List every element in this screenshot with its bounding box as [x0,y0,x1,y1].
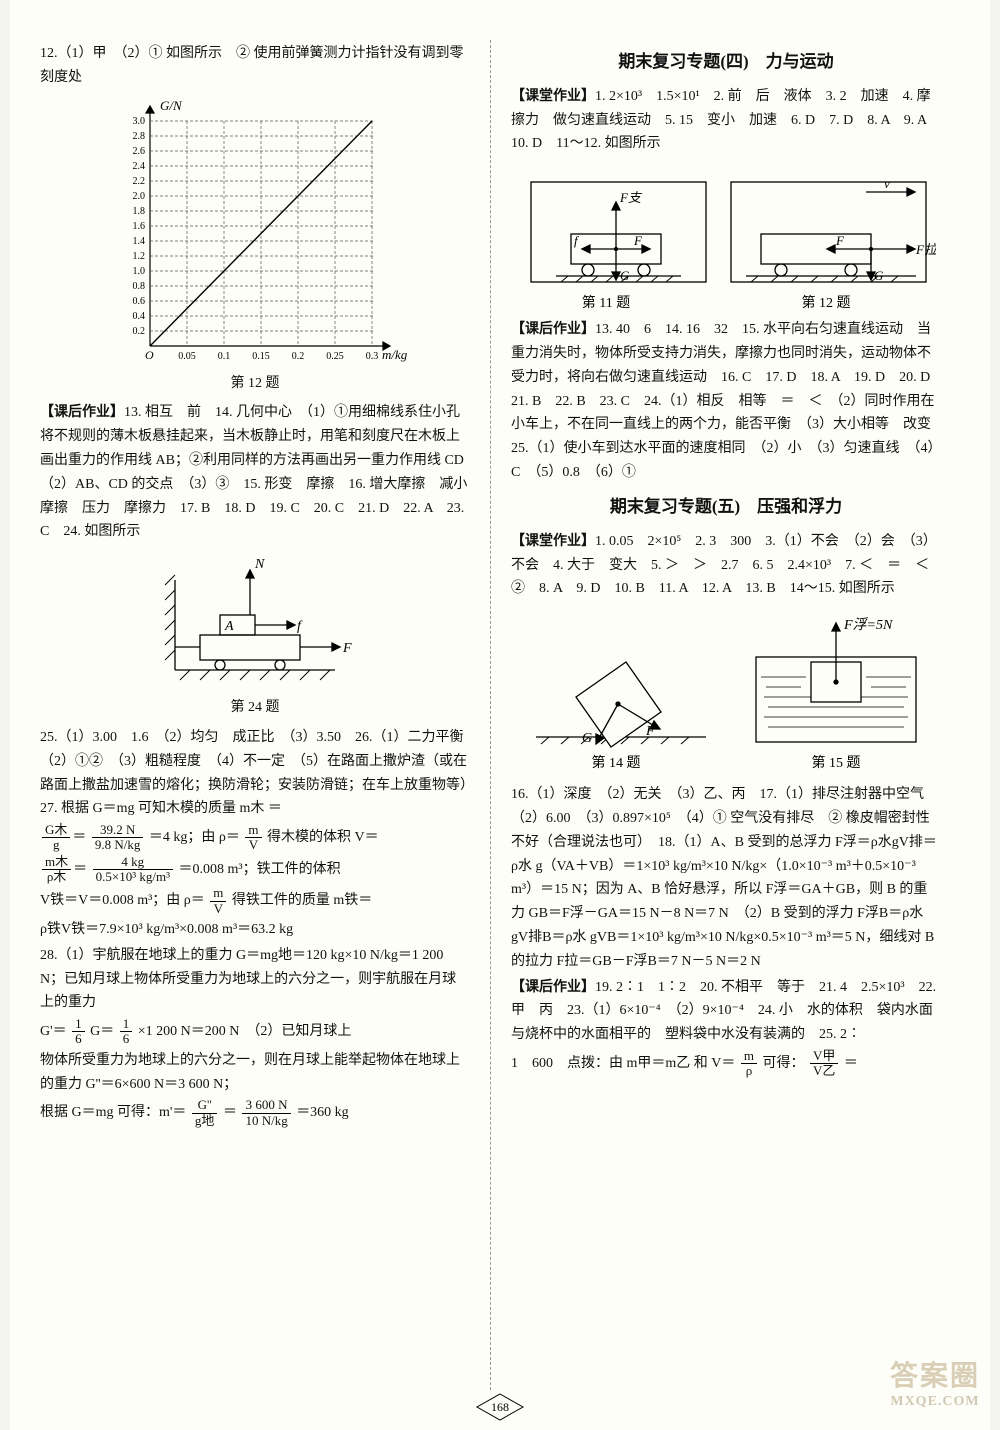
svg-text:G: G [620,268,630,283]
left-para1: 【课后作业】13. 相互 前 14. 几何中心 （1）①用细棉线系住小孔将不规则… [40,401,470,544]
diagram-q24: N A f F [145,550,365,690]
svg-text:1.8: 1.8 [133,206,146,217]
svg-text:第 14 题: 第 14 题 [592,754,641,771]
title-topic4: 期末复习专题(四) 力与运动 [511,48,941,77]
left-column: 12.（1）甲 （2）① 如图所示 ② 使用前弹簧测力计指针没有调到零刻度处 [40,40,470,1390]
svg-text:1.6: 1.6 [133,221,146,232]
svg-text:2.2: 2.2 [133,176,146,187]
para2c: ρ铁V铁＝7.9×10³ kg/m³×0.008 m³＝63.2 kg [40,918,470,942]
eq2: m木ρ木＝ 4 kg0.5×10³ kg/m³ ＝0.008 m³；铁工件的体积 [40,855,470,885]
svg-text:F: F [645,724,655,739]
page-number-badge: 168 [475,1392,525,1422]
r-para2-text: 13. 40 6 14. 16 32 15. 水平向右匀速直线运动 当重力消失时… [511,322,945,480]
svg-text:G: G [582,731,592,746]
svg-text:F: F [633,233,643,248]
svg-text:O: O [145,348,154,362]
ketang-label-2: 【课堂作业】 [511,534,595,549]
svg-text:F: F [342,641,352,656]
eq5: 根据 G＝mg 可得：m'＝ G''g地 ＝ 3 600 N10 N/kg ＝3… [40,1098,470,1128]
column-divider [490,40,491,1390]
svg-text:F拉: F拉 [915,242,936,257]
q12-intro: 12.（1）甲 （2）① 如图所示 ② 使用前弹簧测力计指针没有调到零刻度处 [40,42,470,90]
svg-text:0.2: 0.2 [133,326,146,337]
kehou-label: 【课后作业】 [40,405,124,420]
title-topic5: 期末复习专题(五) 压强和浮力 [511,493,941,522]
svg-text:m/kg: m/kg [382,347,408,362]
svg-text:0.6: 0.6 [133,296,146,307]
watermark: 答案圈 MXQE.COM [890,1354,980,1410]
svg-text:f: f [297,619,303,634]
watermark-main: 答案圈 [890,1361,980,1392]
para2a: 25.（1）3.00 1.6 （2）均匀 成正比 （3）3.50 26.（1）二… [40,726,470,821]
para1-text: 13. 相互 前 14. 几何中心 （1）①用细棉线系住小孔将不规则的薄木板悬挂… [40,405,478,539]
r-para3: 【课堂作业】1. 0.05 2×10⁵ 2. 3 300 3.（1）不会 （2）… [511,530,941,601]
svg-text:0.25: 0.25 [326,351,344,362]
svg-text:第 12 题: 第 12 题 [802,294,851,311]
page: 12.（1）甲 （2）① 如图所示 ② 使用前弹簧测力计指针没有调到零刻度处 [10,0,990,1430]
svg-text:3.0: 3.0 [133,116,146,127]
svg-text:2.0: 2.0 [133,191,146,202]
r-para1: 【课堂作业】1. 2×10³ 1.5×10¹ 2. 前 后 液体 3. 2 加速… [511,85,941,156]
svg-text:N: N [254,557,265,572]
eq1: G木g＝ 39.2 N9.8 N/kg ＝4 kg；由 ρ＝ mV 得木模的体积… [40,823,470,853]
para2b: V铁＝V＝0.008 m³；由 ρ＝ mV 得铁工件的质量 m铁＝ [40,886,470,916]
svg-text:0.8: 0.8 [133,281,146,292]
page-number: 168 [491,1400,509,1414]
chart12-caption: 第 12 题 [40,372,470,396]
svg-text:1.0: 1.0 [133,266,146,277]
svg-text:1.4: 1.4 [133,236,146,247]
svg-text:G/N: G/N [160,98,183,113]
diagram-q11-12: F支 f F G [516,162,936,312]
watermark-sub: MXQE.COM [890,1394,980,1410]
svg-text:1.2: 1.2 [133,251,146,262]
kehou-label-r: 【课后作业】 [511,322,595,337]
svg-text:0.15: 0.15 [252,351,270,362]
svg-text:F: F [835,233,845,248]
svg-text:第 11 题: 第 11 题 [582,294,630,311]
svg-text:f: f [574,233,580,248]
svg-text:F浮=5N: F浮=5N [843,617,893,633]
svg-text:0.2: 0.2 [292,351,305,362]
svg-text:A: A [224,619,234,634]
svg-text:F支: F支 [619,190,643,205]
r-para5: 【课后作业】19. 2∶1 1∶2 20. 不相平 等于 21. 4 2.5×1… [511,976,941,1047]
chart-q12: 0.20.40.6 0.81.01.2 1.41.61.8 2.02.22.4 … [100,96,410,366]
svg-text:0.3: 0.3 [366,351,379,362]
svg-text:2.6: 2.6 [133,146,146,157]
svg-text:0.4: 0.4 [133,311,146,322]
diagram24-caption: 第 24 题 [40,696,470,720]
right-column: 期末复习专题(四) 力与运动 【课堂作业】1. 2×10³ 1.5×10¹ 2.… [511,40,941,1390]
svg-text:2.8: 2.8 [133,131,146,142]
para2e: 物体所受重力为地球上的六分之一，则在月球上能举起物体在地球上的重力 G''＝6×… [40,1049,470,1097]
svg-text:0.05: 0.05 [178,351,196,362]
svg-text:v: v [884,176,890,191]
diagram-q14-15: G F F浮=5N 第 14 题 第 15 题 [516,607,936,777]
r-para2: 【课后作业】13. 40 6 14. 16 32 15. 水平向右匀速直线运动 … [511,318,941,485]
ketang-label: 【课堂作业】 [511,89,595,104]
svg-text:0.1: 0.1 [218,351,231,362]
kehou-label-r2: 【课后作业】 [511,980,595,995]
svg-text:2.4: 2.4 [133,161,146,172]
para2d: 28.（1）宇航服在地球上的重力 G＝mg地＝120 kg×10 N/kg＝1 … [40,944,470,1015]
r-para4: 16.（1）深度 （2）无关 （3）乙、丙 17.（1）排尽注射器中空气 （2）… [511,783,941,973]
svg-text:G: G [874,268,884,283]
r-para6: 1 600 点拨：由 m甲＝m乙 和 V＝ mρ 可得： V甲V乙 ＝ [511,1049,941,1079]
eq4: G'＝ 16 G＝ 16 ×1 200 N＝200 N （2）已知月球上 [40,1017,470,1047]
svg-text:第 15 题: 第 15 题 [812,754,861,771]
